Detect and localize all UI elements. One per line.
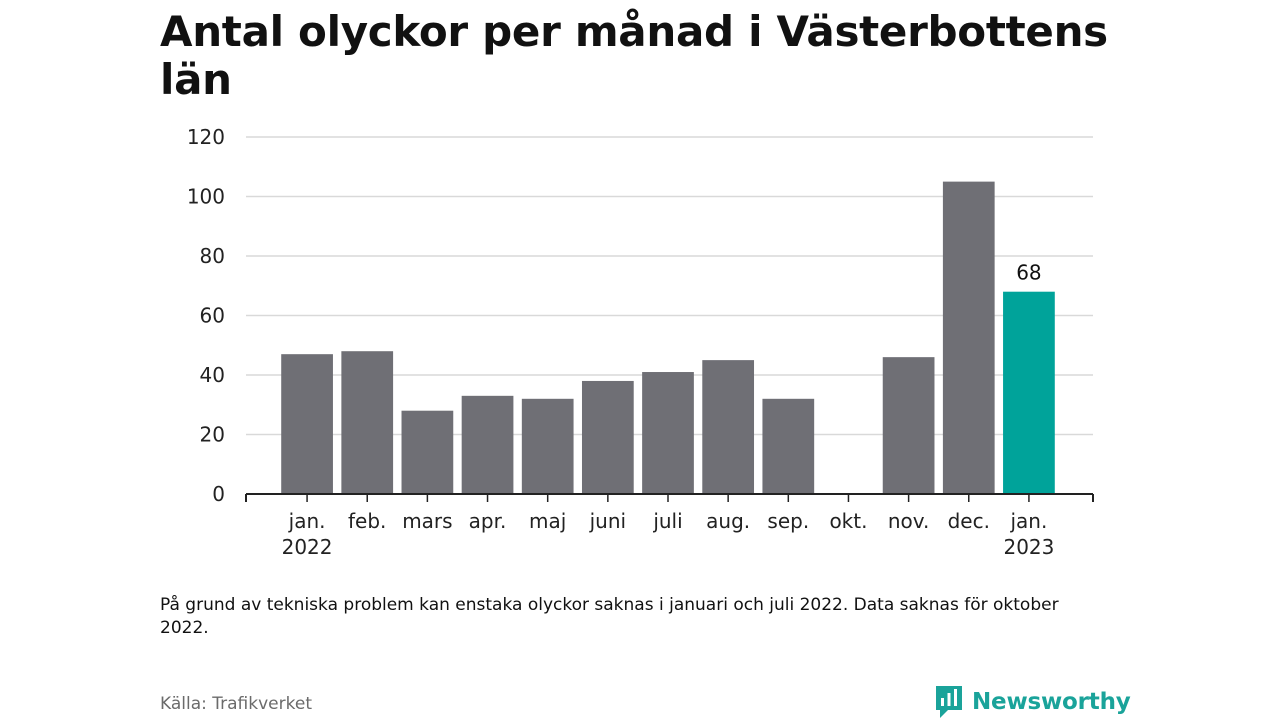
brand-logo[interactable]: Newsworthy (934, 684, 1131, 720)
newsworthy-logo-icon (934, 684, 964, 720)
bars (281, 181, 1055, 494)
y-tick-label: 0 (212, 482, 225, 506)
bar-5 (581, 380, 634, 494)
x-axis-ticks: jan. 2022 feb. mars apr. maj juni juli aug. sep. o… (282, 494, 1054, 559)
bar-11 (942, 181, 995, 494)
x-tick-label: apr. (469, 509, 507, 533)
x-tick-label: juli (652, 509, 682, 533)
bar-12 (1003, 291, 1055, 494)
bar-10 (882, 357, 935, 494)
x-tick-label: mars (402, 509, 452, 533)
y-tick-label: 120 (187, 125, 225, 149)
brand-name: Newsworthy (972, 689, 1131, 715)
data-label-12: 68 (1016, 261, 1041, 285)
x-tick-label: sep. (767, 509, 809, 533)
bar-7 (702, 360, 755, 494)
x-tick-label: dec. (948, 509, 990, 533)
x-axis (245, 493, 1094, 502)
x-tick-label: juni (589, 509, 626, 533)
x-tick-label: jan. 2023 (1003, 509, 1054, 559)
bar-4 (521, 398, 574, 494)
bar-0 (281, 354, 333, 494)
x-tick-label: maj (529, 509, 566, 533)
chart-title: Antal olyckor per månad i Västerbottens … (160, 7, 1108, 104)
bar-8 (762, 398, 815, 494)
y-tick-label: 40 (200, 363, 225, 387)
y-tick-label: 80 (200, 244, 225, 268)
bar-2 (401, 410, 454, 494)
bar-1 (341, 351, 394, 494)
x-tick-label: feb. (348, 509, 386, 533)
y-tick-label: 20 (200, 423, 225, 447)
footnote: På grund av tekniska problem kan enstaka… (160, 595, 1059, 638)
bar-3 (461, 395, 514, 494)
x-tick-label: jan. 2022 (282, 509, 333, 559)
bar-6 (642, 372, 694, 494)
x-tick-label: okt. (829, 509, 867, 533)
y-tick-label: 100 (187, 185, 225, 209)
x-tick-label: aug. (706, 509, 750, 533)
y-axis-ticks: 0 20 40 60 80 100 120 (187, 125, 225, 506)
y-tick-label: 60 (200, 304, 225, 328)
x-tick-label: nov. (888, 509, 930, 533)
data-labels: 68 (1016, 261, 1041, 285)
source-credit: Källa: Trafikverket (160, 694, 312, 714)
